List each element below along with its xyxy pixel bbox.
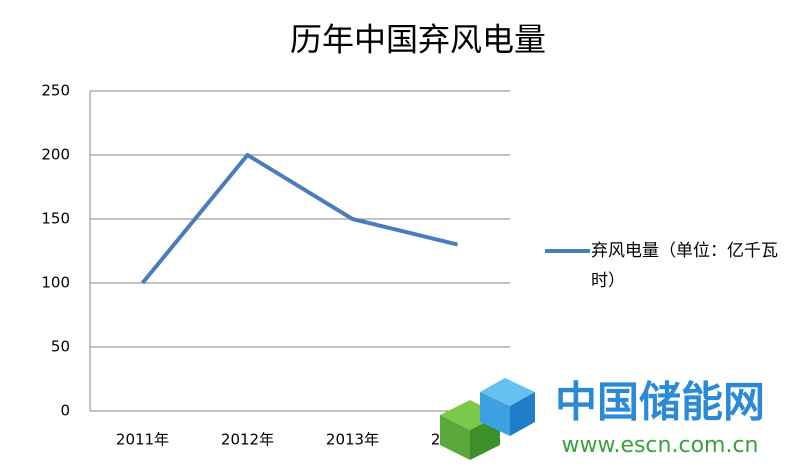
x-tick-label: 2012年 [221,431,274,449]
watermark-logo [440,378,535,460]
data-line [140,153,458,285]
watermark-title: 中国储能网 [555,378,765,427]
watermark-url: www.escn.com.cn [561,433,758,458]
y-tick-label: 0 [60,402,70,420]
y-tick-label: 100 [41,274,70,292]
y-tick-label: 150 [41,210,70,228]
chart-title: 历年中国弃风电量 [290,21,546,59]
y-tick-label: 250 [41,82,70,100]
legend-label: 弃风电量（单位：亿千瓦时） [591,241,778,291]
y-tick-label: 200 [41,146,70,164]
x-tick-label: 2013年 [326,431,379,449]
y-tick-label: 50 [51,338,70,356]
x-tick-label: 2011年 [116,431,169,449]
